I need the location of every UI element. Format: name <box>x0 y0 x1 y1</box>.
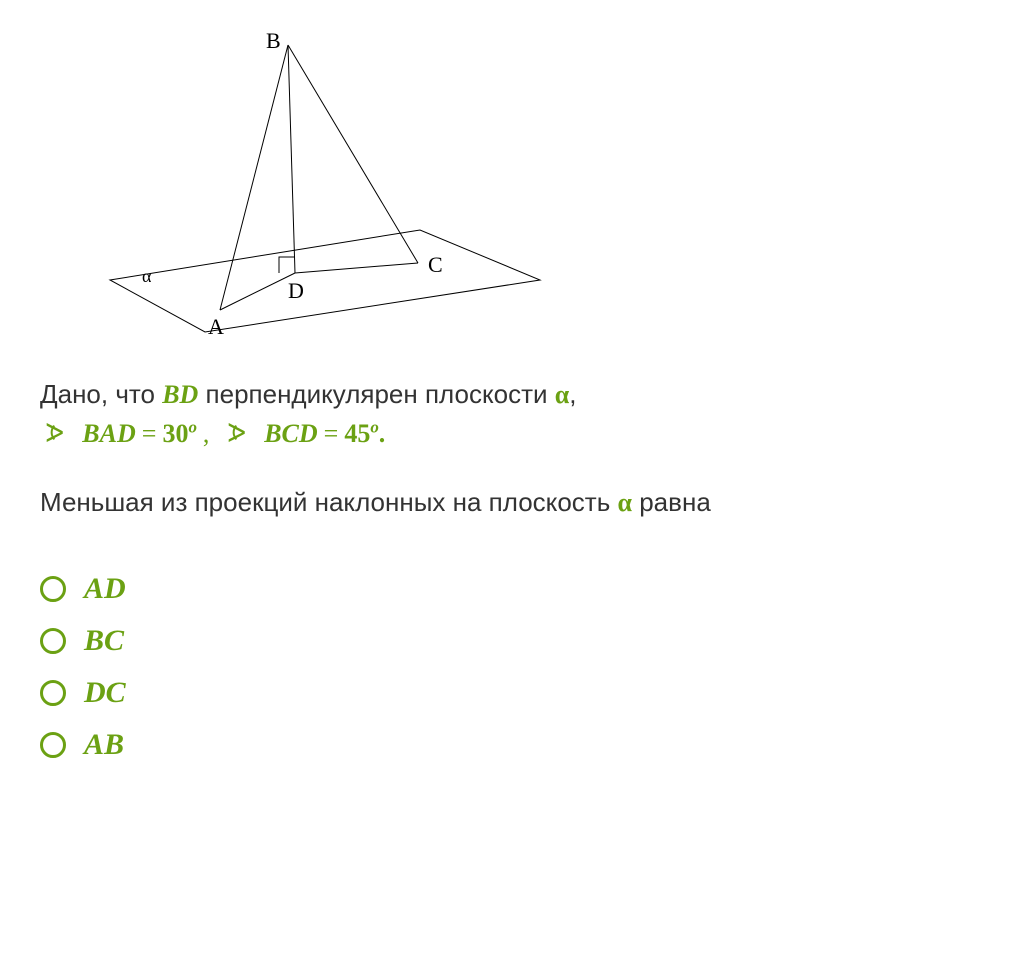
svg-text:A: A <box>208 314 224 339</box>
option-label: BC <box>84 624 124 658</box>
angle-icon: ∢ <box>40 414 76 453</box>
angle-icon: ∢ <box>222 414 258 453</box>
question-part-b: равна <box>632 487 711 517</box>
svg-text:C: C <box>428 252 443 277</box>
comma-1: , <box>569 379 576 409</box>
angle-bad-name: BAD <box>82 419 135 448</box>
period: . <box>379 419 386 448</box>
option-label: DC <box>84 676 126 710</box>
svg-text:D: D <box>288 278 304 303</box>
angle-bad: ∢ BAD=30o, ∢ BCD=45o. <box>40 419 385 448</box>
radio-icon <box>40 576 66 602</box>
option-ab[interactable]: AB <box>40 728 974 762</box>
segment-bd: BD <box>162 380 198 409</box>
given-text: Дано, что BD перпендикулярен плоскости α… <box>40 375 974 453</box>
options-group: AD BC DC AB <box>40 572 974 762</box>
given-mid: перпендикулярен плоскости <box>198 379 554 409</box>
option-ad[interactable]: AD <box>40 572 974 606</box>
plane-alpha-1: α <box>555 380 570 409</box>
degree-sup-1: o <box>188 417 196 436</box>
angle-bcd-value: 45 <box>344 419 370 448</box>
geometry-diagram: A B C D α <box>70 20 550 350</box>
page-root: A B C D α Дано, что BD перпендикулярен п… <box>0 0 1014 968</box>
radio-icon <box>40 732 66 758</box>
comma-2: , <box>197 419 216 448</box>
option-label: AD <box>84 572 126 606</box>
radio-icon <box>40 628 66 654</box>
diagram-container: A B C D α <box>70 20 570 355</box>
angle-bcd-name: BCD <box>264 419 317 448</box>
svg-text:B: B <box>266 28 281 53</box>
radio-icon <box>40 680 66 706</box>
option-label: AB <box>84 728 124 762</box>
angle-bad-value: 30 <box>162 419 188 448</box>
option-bc[interactable]: BC <box>40 624 974 658</box>
given-prefix: Дано, что <box>40 379 162 409</box>
question-text: Меньшая из проекций наклонных на плоскос… <box>40 483 974 522</box>
svg-text:α: α <box>142 266 152 286</box>
option-dc[interactable]: DC <box>40 676 974 710</box>
degree-sup-2: o <box>370 417 378 436</box>
plane-alpha-2: α <box>617 488 632 517</box>
question-part-a: Меньшая из проекций наклонных на плоскос… <box>40 487 617 517</box>
